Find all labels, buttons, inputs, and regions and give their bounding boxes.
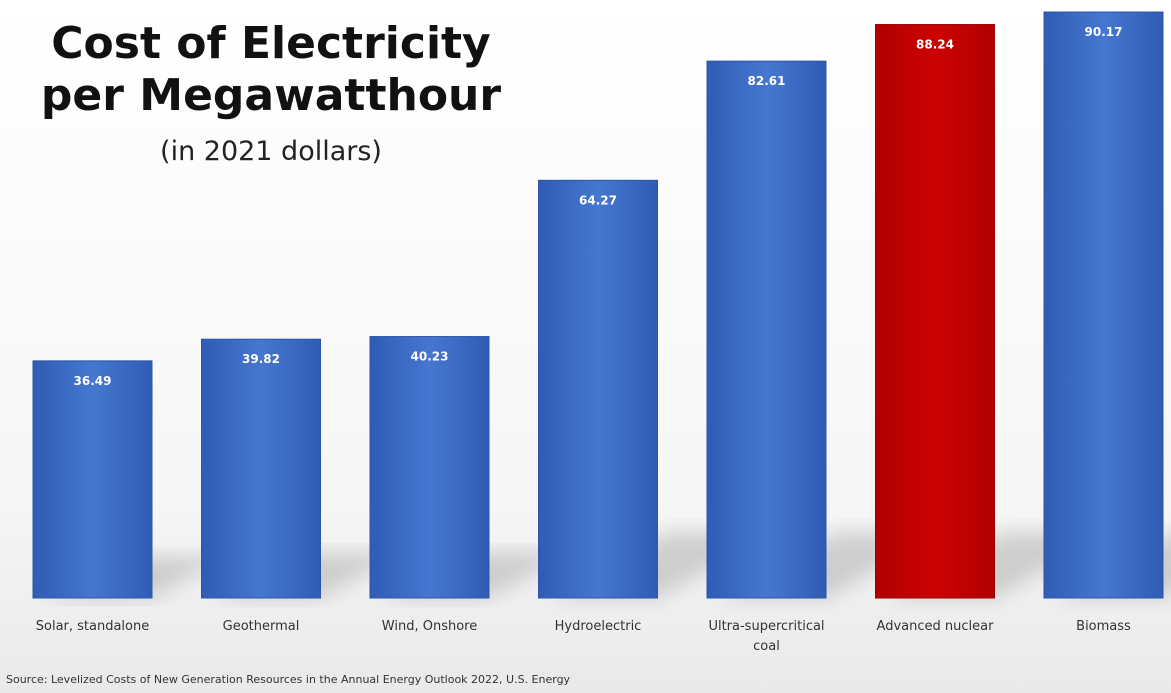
bar-value-label: 82.61 — [748, 74, 786, 88]
bar — [369, 336, 490, 599]
category-labels: Solar, standalone Geothermal Wind, Onshore… — [36, 619, 1131, 654]
bar-value-label: 36.49 — [74, 374, 112, 388]
bar-value-labels: 36.49 39.82 40.23 64.27 82.61 88.24 90.17 — [74, 25, 1123, 388]
chart-subtitle: (in 2021 dollars) — [160, 136, 382, 167]
category-label: Solar, standalone — [36, 619, 150, 634]
category-label: Wind, Onshore — [382, 619, 477, 634]
bar — [201, 338, 321, 599]
bar-value-label: 90.17 — [1085, 25, 1123, 39]
category-label: Advanced nuclear — [877, 619, 995, 634]
category-label: coal — [753, 639, 780, 654]
bar-value-label: 64.27 — [579, 193, 617, 207]
bar-value-label: 88.24 — [916, 38, 954, 52]
source-note: Source: Levelized Costs of New Generatio… — [6, 673, 571, 686]
bar — [875, 24, 995, 599]
bars — [32, 11, 1164, 599]
bar — [706, 60, 827, 599]
category-label: Ultra-supercritical — [708, 619, 824, 634]
bar — [538, 179, 658, 599]
category-label: Biomass — [1076, 619, 1131, 634]
bar — [32, 360, 153, 599]
chart-title-line2: per Megawatthour — [41, 70, 501, 121]
chart-title-line1: Cost of Electricity — [51, 18, 491, 69]
category-label: Geothermal — [223, 619, 300, 634]
bar — [1043, 11, 1164, 599]
category-label: Hydroelectric — [555, 619, 642, 634]
bar-value-label: 39.82 — [242, 352, 280, 366]
bar-value-label: 40.23 — [411, 350, 449, 364]
